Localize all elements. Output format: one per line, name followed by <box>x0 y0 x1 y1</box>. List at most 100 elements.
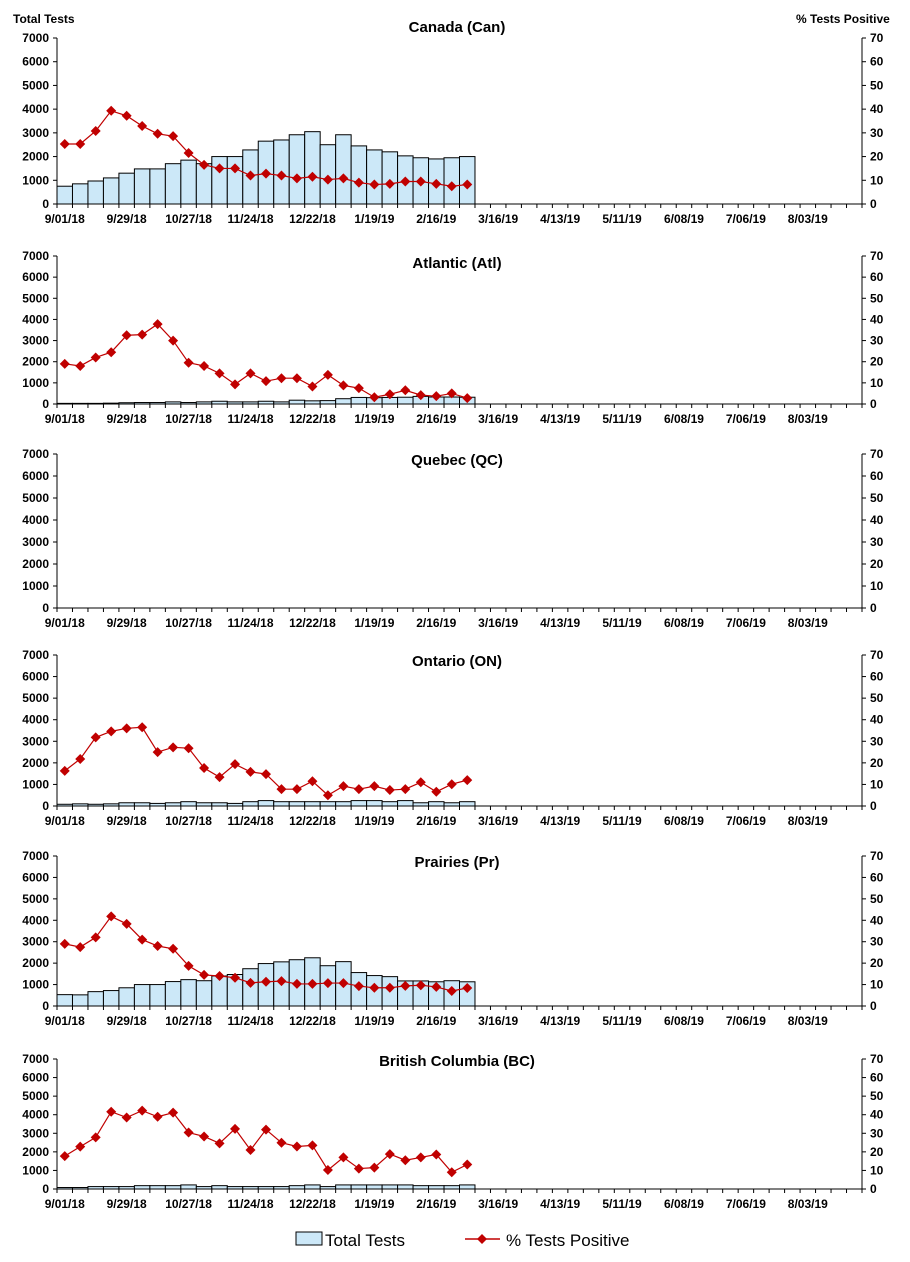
right-tick-label: 60 <box>870 55 884 69</box>
right-tick-label: 60 <box>870 1071 884 1085</box>
bar <box>350 396 368 405</box>
x-tick-label: 10/27/18 <box>165 1014 212 1028</box>
pct-positive-point <box>230 1123 241 1134</box>
pct-positive-point <box>106 726 117 737</box>
pct-positive-point <box>400 385 411 396</box>
right-tick-label: 40 <box>870 913 884 927</box>
panel-5: British Columbia (BC) 0 1000 2000 3000 4000 50… <box>22 1052 883 1211</box>
pct-positive-point <box>121 918 132 929</box>
pct-positive-point <box>462 393 473 404</box>
bar <box>412 1185 430 1190</box>
pct-positive-point <box>369 982 380 993</box>
right-tick-label: 40 <box>870 1108 884 1122</box>
pct-positive-point <box>291 978 302 989</box>
pct-positive-point <box>152 747 163 758</box>
x-tick-label: 4/13/19 <box>540 412 580 426</box>
pct-positive-point <box>152 1111 163 1122</box>
bar <box>257 800 275 807</box>
pct-positive-point <box>446 1167 457 1178</box>
bar <box>71 994 89 1007</box>
x-tick-label: 8/03/19 <box>788 1197 828 1211</box>
bar <box>288 134 306 205</box>
right-tick-label: 10 <box>870 376 884 390</box>
pct-positive-point <box>353 981 364 992</box>
x-tick-label: 2/16/19 <box>416 814 456 828</box>
pct-positive-point <box>276 170 287 181</box>
pct-positive-point <box>276 976 287 987</box>
pct-positive-point <box>90 1132 101 1143</box>
pct-positive-point <box>245 368 256 379</box>
left-tick-label: 1000 <box>22 1163 49 1177</box>
left-tick-label: 1000 <box>22 376 49 390</box>
x-tick-label: 9/29/18 <box>107 814 147 828</box>
pct-positive-point <box>245 977 256 988</box>
right-tick-label: 30 <box>870 734 884 748</box>
left-tick-label: 3000 <box>22 935 49 949</box>
pct-positive-point <box>90 732 101 743</box>
x-tick-label: 10/27/18 <box>165 616 212 630</box>
left-tick-label: 1000 <box>22 978 49 992</box>
bar <box>149 1185 166 1190</box>
bar <box>443 157 460 205</box>
x-tick-label: 7/06/19 <box>726 412 766 426</box>
pct-positive-point <box>75 942 86 953</box>
pct-positive-point <box>415 176 426 187</box>
pct-positive-point <box>168 742 179 753</box>
pct-positive-point <box>462 1159 473 1170</box>
pct-positive-point <box>106 911 117 922</box>
x-tick-label: 9/01/18 <box>45 412 85 426</box>
x-tick-label: 4/13/19 <box>540 616 580 630</box>
bar <box>149 984 166 1007</box>
bar <box>195 980 213 1007</box>
pct-positive-point <box>369 781 380 792</box>
pct-positive-point <box>121 110 132 121</box>
pct-positive-point <box>291 373 302 384</box>
right-tick-label: 40 <box>870 513 884 527</box>
left-tick-label: 4000 <box>22 1108 49 1122</box>
pct-positive-point <box>307 776 318 787</box>
bar <box>180 979 197 1007</box>
pct-positive-point <box>291 1141 302 1152</box>
bar <box>397 1184 414 1190</box>
x-tick-label: 9/01/18 <box>45 814 85 828</box>
bar <box>164 163 182 205</box>
x-tick-label: 11/24/18 <box>227 412 273 426</box>
pct-positive-line <box>64 726 468 796</box>
pct-positive-point <box>446 388 457 399</box>
left-tick-label: 0 <box>42 999 49 1013</box>
panel-title: Atlantic (Atl) <box>412 255 501 272</box>
x-tick-label: 8/03/19 <box>788 616 828 630</box>
left-tick-label: 4000 <box>22 513 49 527</box>
bar <box>133 168 151 205</box>
right-tick-label: 70 <box>870 1052 884 1066</box>
x-tick-label: 4/13/19 <box>540 1014 580 1028</box>
panel-title: Prairies (Pr) <box>414 854 499 871</box>
right-tick-label: 30 <box>870 334 884 348</box>
pct-positive-point <box>199 360 210 371</box>
left-tick-label: 4000 <box>22 913 49 927</box>
pct-positive-point <box>214 971 225 981</box>
pct-positive-point <box>183 1127 194 1138</box>
panel-1: Atlantic (Atl) 0 1000 2000 3000 4000 5000 6000 7… <box>22 249 883 426</box>
right-tick-label: 70 <box>870 648 884 662</box>
x-tick-label: 12/22/18 <box>289 412 336 426</box>
x-tick-label: 9/01/18 <box>45 1014 85 1028</box>
right-tick-label: 10 <box>870 173 884 187</box>
x-tick-label: 1/19/19 <box>354 616 394 630</box>
pct-positive-point <box>322 1165 333 1176</box>
bar <box>350 1184 368 1190</box>
left-axis-label: Total Tests <box>13 12 75 26</box>
left-tick-label: 0 <box>42 397 49 411</box>
x-tick-label: 12/22/18 <box>289 1197 336 1211</box>
x-tick-label: 5/11/19 <box>602 1014 642 1028</box>
pct-positive-point <box>431 981 442 992</box>
left-tick-label: 6000 <box>22 270 49 284</box>
x-tick-label: 10/27/18 <box>165 212 212 226</box>
pct-positive-point <box>230 759 241 770</box>
pct-positive-point <box>214 163 225 174</box>
pct-positive-point <box>446 181 457 192</box>
pct-positive-point <box>322 790 333 801</box>
legend-diamond-icon <box>477 1234 487 1244</box>
pct-positive-point <box>384 178 395 189</box>
